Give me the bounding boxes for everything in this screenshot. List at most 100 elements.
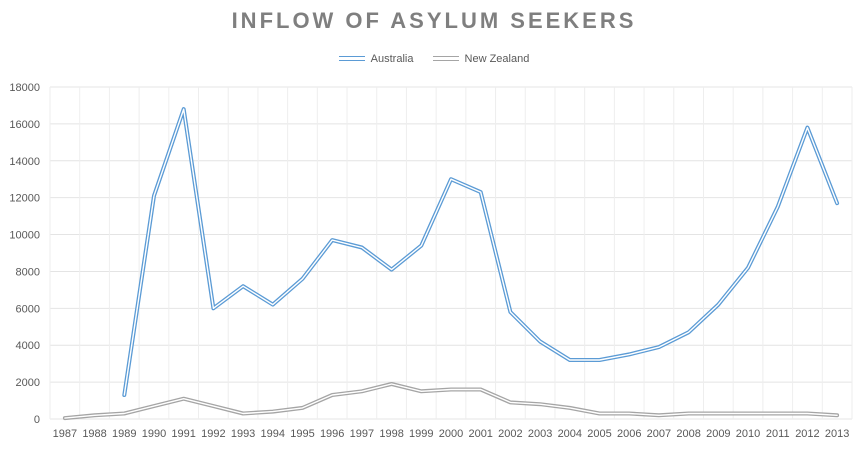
x-tick-label: 1996 bbox=[320, 428, 344, 440]
chart-legend: Australia New Zealand bbox=[0, 52, 868, 65]
x-tick-label: 2005 bbox=[587, 428, 611, 440]
x-tick-label: 1997 bbox=[350, 428, 374, 440]
data-point-new-zealand bbox=[451, 389, 452, 390]
y-tick-label: 12000 bbox=[9, 193, 40, 205]
x-tick-label: 1998 bbox=[379, 428, 403, 440]
x-tick-label: 1999 bbox=[409, 428, 433, 440]
data-point-australia bbox=[629, 354, 630, 355]
data-point-new-zealand bbox=[124, 413, 125, 414]
data-point-australia bbox=[688, 332, 689, 333]
chart-title: INFLOW OF ASYLUM SEEKERS bbox=[231, 8, 637, 33]
data-point-new-zealand bbox=[421, 391, 422, 392]
x-tick-label: 1992 bbox=[201, 428, 225, 440]
data-point-australia bbox=[153, 195, 154, 196]
series-line-inner-australia bbox=[123, 108, 838, 396]
x-tick-label: 2000 bbox=[439, 428, 463, 440]
y-tick-label: 4000 bbox=[16, 340, 40, 352]
legend-item-new-zealand: New Zealand bbox=[432, 52, 530, 65]
y-tick-label: 18000 bbox=[9, 82, 40, 94]
data-point-australia bbox=[510, 312, 511, 313]
data-point-australia bbox=[837, 203, 838, 204]
legend-label-australia: Australia bbox=[370, 52, 414, 65]
data-point-australia bbox=[480, 192, 481, 193]
data-point-new-zealand bbox=[183, 398, 184, 399]
x-tick-label: 1993 bbox=[231, 428, 255, 440]
legend-label-new-zealand: New Zealand bbox=[464, 52, 530, 65]
legend-item-australia: Australia bbox=[338, 52, 414, 65]
data-point-australia bbox=[361, 247, 362, 248]
data-point-australia bbox=[451, 179, 452, 180]
data-point-australia bbox=[391, 269, 392, 270]
data-point-australia bbox=[540, 341, 541, 342]
x-tick-label: 1995 bbox=[290, 428, 314, 440]
data-point-australia bbox=[718, 304, 719, 305]
data-point-new-zealand bbox=[718, 413, 719, 414]
x-tick-label: 1990 bbox=[142, 428, 166, 440]
x-tick-label: 2003 bbox=[528, 428, 552, 440]
data-point-new-zealand bbox=[748, 413, 749, 414]
x-tick-label: 1994 bbox=[261, 428, 285, 440]
data-point-australia bbox=[421, 245, 422, 246]
data-point-new-zealand bbox=[391, 383, 392, 384]
data-point-new-zealand bbox=[361, 391, 362, 392]
data-point-australia bbox=[243, 286, 244, 287]
y-tick-label: 2000 bbox=[16, 377, 40, 389]
y-tick-label: 0 bbox=[34, 414, 40, 426]
legend-swatch-new-zealand bbox=[432, 56, 459, 61]
x-tick-label: 2010 bbox=[736, 428, 760, 440]
x-tick-label: 2004 bbox=[558, 428, 582, 440]
data-point-new-zealand bbox=[658, 415, 659, 416]
y-tick-label: 14000 bbox=[9, 156, 40, 168]
data-point-new-zealand bbox=[540, 404, 541, 405]
data-point-new-zealand bbox=[94, 415, 95, 416]
x-tick-label: 1987 bbox=[53, 428, 77, 440]
data-point-new-zealand bbox=[213, 406, 214, 407]
data-point-australia bbox=[213, 308, 214, 309]
data-point-australia bbox=[748, 267, 749, 268]
data-point-australia bbox=[272, 304, 273, 305]
series-line-australia bbox=[122, 107, 840, 397]
data-point-new-zealand bbox=[837, 415, 838, 416]
data-point-new-zealand bbox=[272, 411, 273, 412]
series-line-inner-new-zealand bbox=[64, 383, 838, 419]
x-tick-label: 1991 bbox=[171, 428, 195, 440]
data-point-australia bbox=[599, 359, 600, 360]
data-point-australia bbox=[569, 359, 570, 360]
y-tick-label: 16000 bbox=[9, 119, 40, 131]
data-point-australia bbox=[658, 347, 659, 348]
legend-swatch-australia bbox=[338, 56, 365, 61]
data-point-new-zealand bbox=[599, 413, 600, 414]
data-point-new-zealand bbox=[480, 389, 481, 390]
data-point-australia bbox=[332, 240, 333, 241]
y-tick-label: 6000 bbox=[16, 303, 40, 315]
data-point-australia bbox=[302, 278, 303, 279]
data-point-australia bbox=[124, 395, 125, 396]
data-point-new-zealand bbox=[153, 406, 154, 407]
data-point-new-zealand bbox=[688, 413, 689, 414]
data-point-new-zealand bbox=[510, 402, 511, 403]
data-point-new-zealand bbox=[629, 413, 630, 414]
data-point-new-zealand bbox=[777, 413, 778, 414]
y-tick-label: 10000 bbox=[9, 230, 40, 242]
y-tick-label: 8000 bbox=[16, 266, 40, 278]
data-point-new-zealand bbox=[332, 395, 333, 396]
x-tick-label: 1988 bbox=[82, 428, 106, 440]
x-tick-label: 2007 bbox=[647, 428, 671, 440]
x-tick-label: 2013 bbox=[825, 428, 849, 440]
x-tick-label: 2012 bbox=[795, 428, 819, 440]
x-tick-label: 2002 bbox=[498, 428, 522, 440]
data-point-new-zealand bbox=[569, 407, 570, 408]
x-tick-label: 2006 bbox=[617, 428, 641, 440]
data-point-australia bbox=[777, 206, 778, 207]
data-point-australia bbox=[807, 127, 808, 128]
data-point-new-zealand bbox=[807, 413, 808, 414]
data-point-new-zealand bbox=[64, 418, 65, 419]
x-tick-label: 1989 bbox=[112, 428, 136, 440]
x-tick-label: 2008 bbox=[676, 428, 700, 440]
x-tick-label: 2009 bbox=[706, 428, 730, 440]
data-point-new-zealand bbox=[243, 413, 244, 414]
x-tick-label: 2001 bbox=[468, 428, 492, 440]
x-tick-label: 2011 bbox=[766, 428, 790, 440]
